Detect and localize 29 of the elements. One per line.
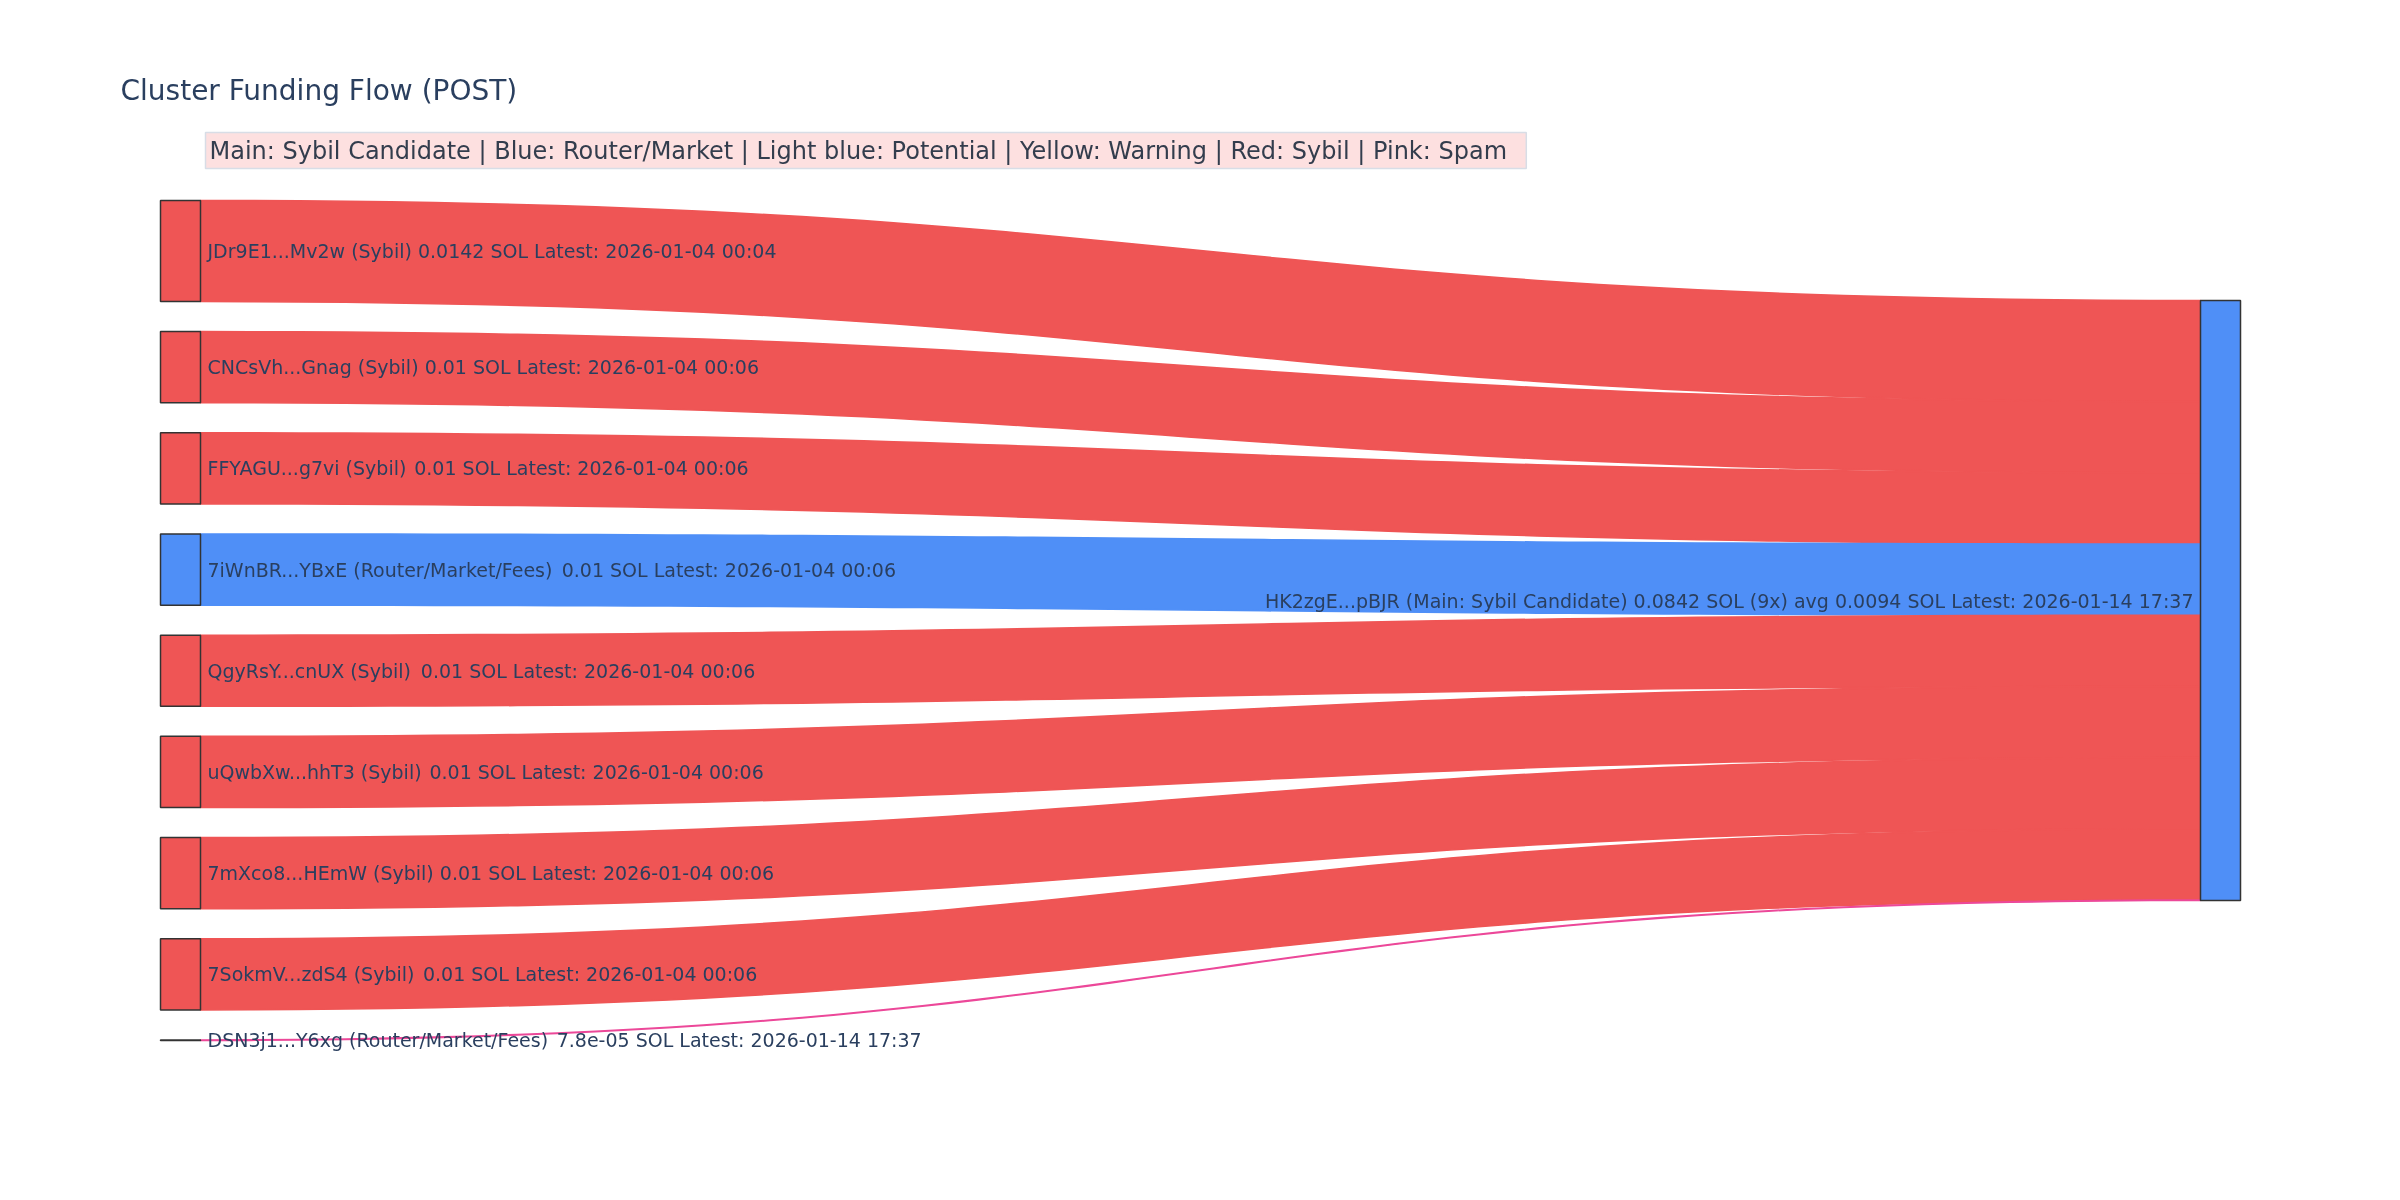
category-label: SOL Latest: 2026-01-04 00:04 xyxy=(490,240,777,263)
data-label: 0.01 xyxy=(439,862,483,885)
category-label: QgyRsY...cnUX (Sybil) xyxy=(207,659,411,682)
category-label: SOL Latest: 2026-01-04 00:06 xyxy=(471,963,758,986)
category-label: SOL Latest: 2026-01-04 00:06 xyxy=(610,558,897,581)
data-label: 0.01 xyxy=(422,963,466,986)
category-label: FFYAGU...g7vi (Sybil) xyxy=(207,457,407,480)
data-label: 0.01 xyxy=(424,356,467,379)
text: Cluster Funding Flow (POST) xyxy=(120,74,518,107)
category-label: JDr9E1...Mv2w (Sybil) xyxy=(206,240,412,263)
data-label: 7.8e-05 xyxy=(556,1029,630,1052)
category-label: 7iWnBR...YBxE (Router/Market/Fees) xyxy=(207,558,553,581)
data-label: 0.01 xyxy=(414,457,457,480)
category-label: uQwbXw...hhT3 (Sybil) xyxy=(207,760,422,783)
category-label: SOL Latest: 2026-01-14 17:37 xyxy=(635,1029,922,1052)
category-label: SOL Latest: 2026-01-04 00:06 xyxy=(469,659,756,682)
data-label: 0.01 xyxy=(429,760,472,783)
category-label: SOL Latest: 2026-01-04 00:06 xyxy=(472,356,759,379)
category-label: CNCsVh...Gnag (Sybil) xyxy=(207,356,419,379)
category-label: SOL Latest: 2026-01-04 00:06 xyxy=(462,457,749,480)
data-label: 0.01 xyxy=(420,659,464,682)
category-label: 7SokmV...zdS4 (Sybil) xyxy=(207,963,415,986)
text: HK2zgE...pBJR (Main: Sybil Candidate) 0.0842 SOL (9x) avg 0.0094 SOL Latest: 2026-01-14 17:37 xyxy=(1264,589,2194,612)
category-label: 7mXco8...HEmW (Sybil) xyxy=(207,862,434,885)
text: Main: Sybil Candidate | Blue: Router/Market | Light blue: Potential | Yellow: Warning | Red: Sybil | Pink: Spam xyxy=(209,136,1508,165)
data-label: 0.0142 xyxy=(417,240,485,263)
data-label: 0.01 xyxy=(561,558,604,581)
category-label: SOL Latest: 2026-01-04 00:06 xyxy=(477,760,764,783)
category-label: SOL Latest: 2026-01-04 00:06 xyxy=(488,862,775,885)
